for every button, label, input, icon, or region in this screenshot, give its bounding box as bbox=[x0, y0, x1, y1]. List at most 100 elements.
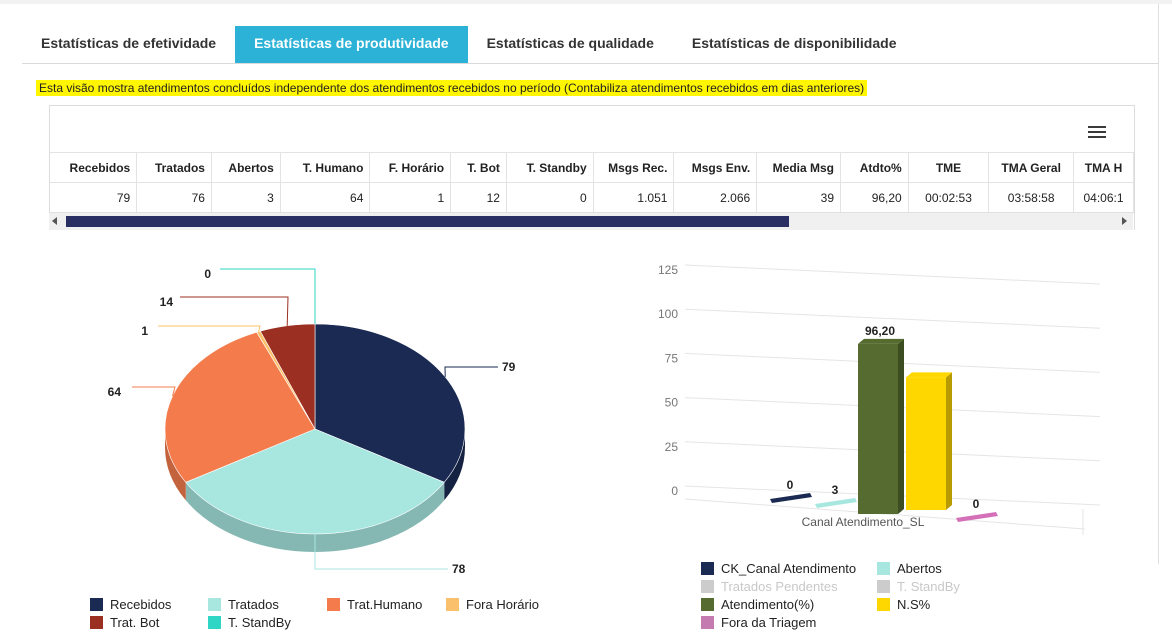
column-header[interactable]: Tratados bbox=[136, 152, 212, 183]
column-header[interactable]: TME bbox=[908, 152, 990, 183]
column-header[interactable]: TMA H bbox=[1073, 152, 1134, 183]
x-category-label: Canal Atendimento_SL bbox=[802, 515, 925, 529]
tabs-divider bbox=[22, 63, 1158, 64]
legend-item[interactable]: Tratados bbox=[208, 597, 279, 613]
legend-label: Tratados bbox=[228, 597, 279, 612]
legend-swatch bbox=[90, 598, 103, 611]
pie-connector bbox=[314, 534, 448, 570]
column-header[interactable]: Atdto% bbox=[840, 152, 909, 183]
pie-slice[interactable] bbox=[164, 331, 316, 483]
pie-slice[interactable] bbox=[185, 428, 445, 535]
top-strip bbox=[0, 0, 1172, 4]
pie-connector bbox=[180, 296, 289, 326]
table-cell: 00:02:53 bbox=[908, 182, 990, 213]
legend-item[interactable]: Abertos bbox=[877, 561, 942, 577]
legend-label: Fora Horário bbox=[466, 597, 539, 612]
pie-side bbox=[444, 429, 466, 501]
hamburger-menu-icon[interactable] bbox=[1088, 126, 1106, 139]
tab-disponibilidade[interactable]: Estatísticas de disponibilidade bbox=[691, 35, 897, 51]
stats-tabs: Estatísticas de efetividade Estatísticas… bbox=[22, 26, 915, 64]
pie-data-label: 64 bbox=[108, 385, 122, 399]
legend-item[interactable]: Tratados Pendentes bbox=[701, 579, 838, 595]
pie-connector bbox=[220, 268, 316, 324]
pie-connector bbox=[132, 386, 176, 397]
pie-connector bbox=[158, 325, 261, 332]
tab-produtividade[interactable]: Estatísticas de produtividade bbox=[235, 26, 468, 64]
tab-qualidade[interactable]: Estatísticas de qualidade bbox=[486, 35, 654, 51]
legend-item[interactable]: Trat. Bot bbox=[90, 615, 159, 631]
column-header[interactable]: F. Horário bbox=[369, 152, 452, 183]
legend-label: CK_Canal Atendimento bbox=[721, 561, 857, 576]
bar-data-label: 0 bbox=[787, 478, 794, 492]
legend-label: Recebidos bbox=[110, 597, 172, 612]
pie-data-label: 14 bbox=[160, 295, 174, 309]
table-cell: 1 bbox=[369, 182, 452, 213]
table-cell: 0 bbox=[506, 182, 594, 213]
legend-swatch bbox=[877, 562, 890, 575]
column-header[interactable]: Recebidos bbox=[50, 152, 138, 183]
scroll-thumb[interactable] bbox=[66, 216, 789, 227]
scroll-right-arrow-icon[interactable] bbox=[1122, 217, 1127, 225]
column-header[interactable]: Abertos bbox=[211, 152, 281, 183]
gridline bbox=[684, 308, 1101, 329]
scroll-left-arrow-icon[interactable] bbox=[52, 217, 57, 225]
column-header[interactable]: T. Humano bbox=[280, 152, 371, 183]
stats-grid: Recebidos Tratados Abertos T. Humano F. … bbox=[49, 105, 1135, 230]
legend-swatch bbox=[701, 598, 714, 611]
table-cell: 39 bbox=[756, 182, 841, 213]
legend-item[interactable]: T. StandBy bbox=[208, 615, 291, 631]
legend-item[interactable]: Fora da Triagem bbox=[701, 615, 816, 631]
table-row: 79 76 3 64 1 12 0 1.051 2.066 39 96,20 0… bbox=[50, 182, 1134, 213]
pie-legend: Recebidos Tratados Trat.Humano Fora Horário… bbox=[90, 597, 570, 633]
bar-ck-canal-atendimento[interactable]: 0 bbox=[770, 478, 812, 503]
legend-swatch bbox=[701, 616, 714, 629]
table-cell: 3 bbox=[211, 182, 281, 213]
legend-swatch bbox=[446, 598, 459, 611]
bar-fora-da-triagem[interactable]: 0 bbox=[956, 497, 998, 522]
bar-legend: CK_Canal Atendimento Abertos Tratados Pend… bbox=[701, 561, 1001, 633]
horizontal-scrollbar[interactable] bbox=[49, 212, 1133, 230]
info-notice: Esta visão mostra atendimentos concluído… bbox=[36, 80, 868, 96]
table-cell: 76 bbox=[136, 182, 212, 213]
bar-top bbox=[858, 338, 904, 344]
legend-label: Trat.Humano bbox=[347, 597, 423, 612]
bar-slab bbox=[770, 493, 812, 503]
legend-item[interactable]: T. StandBy bbox=[877, 579, 960, 595]
column-header[interactable]: TMA Geral bbox=[988, 152, 1075, 183]
legend-item[interactable]: Recebidos bbox=[90, 597, 171, 613]
pie-slice[interactable] bbox=[314, 323, 466, 483]
column-header[interactable]: Msgs Env. bbox=[673, 152, 758, 183]
legend-item[interactable]: Atendimento(%) bbox=[701, 597, 814, 613]
column-header[interactable]: Msgs Rec. bbox=[593, 152, 675, 183]
bar-front bbox=[906, 377, 946, 510]
legend-swatch bbox=[701, 562, 714, 575]
bar-abertos[interactable]: 3 bbox=[815, 483, 857, 508]
legend-item[interactable]: CK_Canal Atendimento bbox=[701, 561, 856, 577]
pie-data-label: 0 bbox=[204, 267, 211, 281]
legend-item[interactable]: Trat.Humano bbox=[327, 597, 422, 613]
table-cell: 12 bbox=[450, 182, 507, 213]
bar-slab bbox=[956, 512, 998, 522]
legend-swatch bbox=[90, 616, 103, 629]
column-header[interactable]: T. Standby bbox=[506, 152, 594, 183]
legend-item[interactable]: N.S% bbox=[877, 597, 930, 613]
bar-top bbox=[906, 372, 952, 378]
bar-atendimento-[interactable]: 96,20 bbox=[858, 324, 904, 514]
y-tick-label: 50 bbox=[665, 396, 679, 410]
pie-slice[interactable] bbox=[259, 323, 316, 431]
pie-side bbox=[165, 429, 186, 501]
tab-efetividade[interactable]: Estatísticas de efetividade bbox=[41, 35, 217, 51]
legend-swatch bbox=[327, 598, 340, 611]
table-cell: 79 bbox=[50, 182, 138, 213]
y-tick-label: 0 bbox=[671, 484, 678, 498]
column-header[interactable]: Media Msg bbox=[756, 152, 841, 183]
bar-data-label: 0 bbox=[973, 497, 980, 511]
y-tick-label: 25 bbox=[665, 440, 679, 454]
legend-item[interactable]: Fora Horário bbox=[446, 597, 539, 613]
legend-swatch bbox=[877, 598, 890, 611]
bar-n-s-[interactable] bbox=[906, 372, 952, 510]
stats-table: Recebidos Tratados Abertos T. Humano F. … bbox=[50, 152, 1134, 213]
legend-swatch bbox=[877, 580, 890, 593]
column-header[interactable]: T. Bot bbox=[450, 152, 507, 183]
bar-data-label: 96,20 bbox=[865, 324, 895, 338]
